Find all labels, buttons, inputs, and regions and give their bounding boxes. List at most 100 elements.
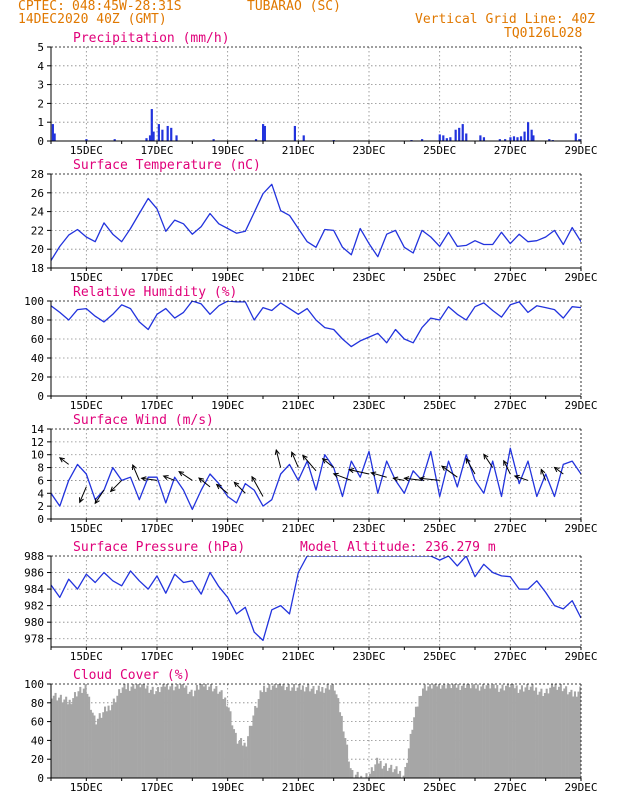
wind-arrow-head bbox=[58, 457, 65, 463]
precip-bar bbox=[166, 125, 169, 141]
precip-bar bbox=[519, 136, 523, 141]
cloud-bar bbox=[354, 774, 357, 778]
cloud-bar bbox=[116, 695, 119, 778]
y-tick-label: 60 bbox=[31, 333, 44, 346]
cloud-bar bbox=[501, 684, 504, 778]
cloud-bar bbox=[333, 690, 336, 778]
cloud-bar bbox=[422, 688, 425, 778]
cloud-bar bbox=[384, 763, 387, 778]
panel-5: Surface Pressure (hPa) Model Altitude: 23… bbox=[24, 540, 597, 663]
precip-bar bbox=[574, 133, 577, 141]
x-tick-label: 29DEC bbox=[564, 271, 597, 284]
cloud-bar bbox=[379, 760, 382, 778]
cloud-bar bbox=[75, 696, 78, 778]
cloud-bar bbox=[179, 684, 183, 778]
precip-bar bbox=[53, 133, 56, 141]
panel-6: Cloud Cover (%) 0 20 40 60 80 100 15DEC 17DEC 19D… bbox=[24, 668, 597, 794]
wind-arrow-head bbox=[465, 457, 471, 464]
x-tick-label: 19DEC bbox=[211, 271, 244, 284]
cloud-bar bbox=[52, 695, 55, 778]
wind-arrow bbox=[163, 475, 175, 481]
x-tick-label: 29DEC bbox=[564, 650, 597, 663]
cloud-bar bbox=[307, 684, 310, 778]
cloud-bar bbox=[287, 684, 290, 778]
precip-bar bbox=[530, 129, 533, 141]
series-line bbox=[51, 447, 581, 511]
cloud-bar bbox=[519, 689, 522, 778]
x-tick-label: 17DEC bbox=[140, 522, 173, 535]
panel-title: Relative Humidity (%) bbox=[73, 285, 237, 300]
cloud-bar bbox=[432, 684, 435, 778]
cloud-bar bbox=[128, 690, 131, 778]
cloud-bar bbox=[254, 705, 257, 778]
y-tick-label: 980 bbox=[24, 616, 44, 629]
wind-arrow-head bbox=[109, 486, 116, 493]
cloud-bar bbox=[65, 696, 68, 778]
panel-annotation: Model Altitude: 236.279 m bbox=[300, 540, 496, 555]
series-line bbox=[51, 183, 581, 261]
cloud-bar bbox=[515, 685, 518, 778]
wind-arrow bbox=[483, 454, 494, 468]
wind-arrow bbox=[94, 489, 105, 504]
cloud-bar bbox=[112, 698, 115, 778]
cloud-bar bbox=[344, 738, 347, 778]
wind-arrow-head bbox=[418, 476, 425, 482]
cloud-bar bbox=[51, 698, 54, 778]
x-tick-label: 23DEC bbox=[352, 781, 385, 794]
y-tick-label: 984 bbox=[24, 583, 44, 596]
cloud-bar bbox=[210, 684, 213, 778]
precip-bar bbox=[421, 139, 424, 141]
precip-bar bbox=[532, 135, 535, 141]
cloud-bar bbox=[202, 686, 205, 778]
cloud-bar bbox=[441, 685, 444, 778]
x-tick-label: 25DEC bbox=[423, 650, 456, 663]
cloud-bar bbox=[243, 742, 246, 778]
cloud-bar bbox=[469, 688, 472, 778]
cloud-bar bbox=[91, 712, 94, 778]
precip-bar bbox=[442, 135, 445, 141]
cloud-bar bbox=[241, 745, 244, 778]
panel-title: Precipitation (mm/h) bbox=[73, 31, 230, 46]
cloud-bar bbox=[524, 687, 527, 778]
cloud-bar bbox=[439, 688, 442, 778]
panel-3: Relative Humidity (%) 0 20 40 60 80 100 15DEC 17… bbox=[24, 285, 597, 412]
x-tick-label: 19DEC bbox=[211, 144, 244, 157]
cloud-bar bbox=[314, 693, 317, 778]
cloud-bar bbox=[566, 694, 569, 778]
cloud-bar bbox=[218, 691, 221, 778]
x-tick-label: 23DEC bbox=[352, 144, 385, 157]
cloud-bar bbox=[342, 731, 345, 778]
x-tick-label: 19DEC bbox=[211, 781, 244, 794]
cloud-bar bbox=[300, 689, 303, 778]
wind-arrow-head bbox=[251, 475, 257, 482]
cloud-bar bbox=[158, 692, 161, 778]
header-location: TUBARAO (SC) bbox=[247, 0, 341, 14]
cloud-bar bbox=[446, 684, 449, 778]
wind-arrow bbox=[322, 458, 334, 468]
cloud-bar bbox=[466, 684, 469, 778]
panel-title: Surface Pressure (hPa) bbox=[73, 540, 245, 555]
x-tick-label: 25DEC bbox=[423, 399, 456, 412]
cloud-bar bbox=[294, 690, 297, 778]
cloud-bar bbox=[305, 687, 308, 778]
cloud-bar bbox=[289, 690, 292, 778]
cloud-bar bbox=[123, 684, 126, 778]
precip-bar bbox=[445, 138, 448, 141]
cloud-bar bbox=[346, 744, 349, 778]
cloud-bar bbox=[144, 688, 147, 778]
cloud-bar bbox=[372, 770, 375, 778]
cloud-bar bbox=[340, 715, 343, 778]
wind-arrow-head bbox=[321, 458, 328, 464]
cloud-bar bbox=[155, 691, 158, 778]
cloud-bar bbox=[190, 689, 193, 778]
cloud-bar bbox=[512, 684, 515, 778]
wind-arrow-head bbox=[198, 477, 204, 483]
cloud-bar bbox=[577, 691, 580, 778]
cloud-bar bbox=[418, 696, 421, 778]
y-tick-label: 5 bbox=[37, 41, 44, 54]
y-tick-label: 0 bbox=[37, 390, 44, 403]
wind-arrow bbox=[441, 465, 458, 478]
y-tick-label: 0 bbox=[37, 513, 44, 526]
cloud-bar bbox=[66, 704, 69, 778]
